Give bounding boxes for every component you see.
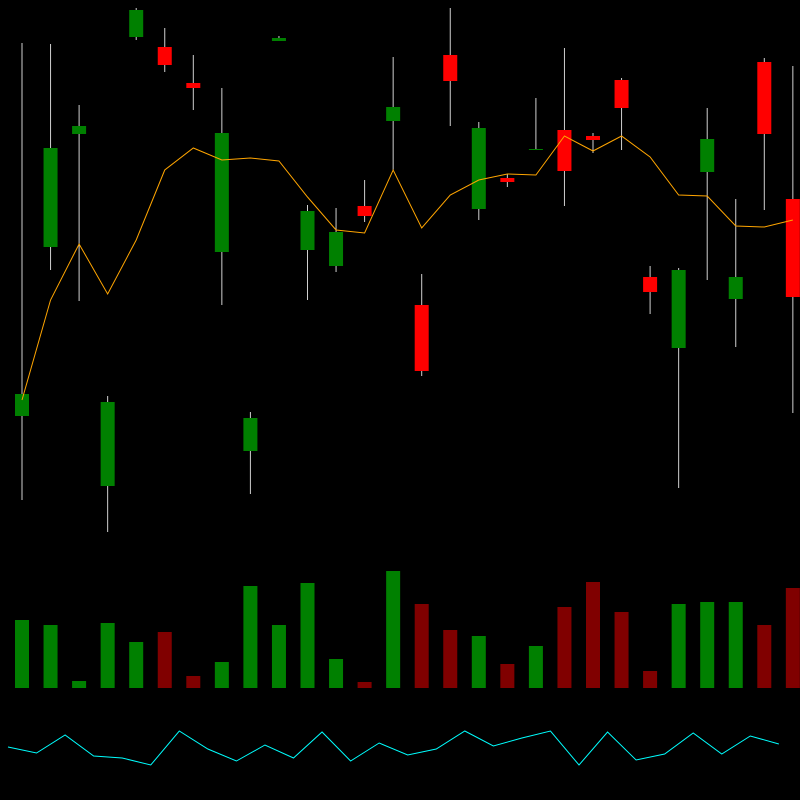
- volume-bar: [15, 620, 29, 688]
- volume-bar: [586, 582, 600, 688]
- volume-bar: [471, 636, 486, 688]
- candle-body: [528, 149, 543, 150]
- candle-body: [414, 305, 429, 371]
- candle-body: [757, 62, 772, 134]
- volume-bar: [557, 607, 572, 688]
- volume-bar: [243, 586, 258, 688]
- candle-body: [728, 277, 743, 299]
- volume-bar: [357, 682, 372, 688]
- candle-body: [186, 83, 201, 88]
- volume-bar: [414, 604, 429, 688]
- candle-body: [785, 199, 800, 297]
- candle-body: [157, 47, 172, 65]
- volume-bar: [643, 671, 658, 688]
- candle-body: [700, 139, 715, 172]
- volume-bar: [72, 681, 87, 688]
- volume-bar: [271, 625, 286, 688]
- candle-body: [329, 232, 344, 266]
- volume-bar: [329, 659, 344, 688]
- candle-body: [357, 206, 372, 216]
- candle-body: [671, 270, 686, 348]
- candle-body: [500, 178, 515, 182]
- volume-bar: [100, 623, 115, 688]
- candle-body: [243, 418, 258, 451]
- volume-bar: [785, 588, 800, 688]
- moving-average: [21, 135, 793, 401]
- candle-body: [100, 402, 115, 486]
- volume-bar: [443, 630, 458, 688]
- indicator-line: [7, 730, 779, 766]
- candle-body: [271, 38, 286, 41]
- volume-bar: [500, 664, 515, 688]
- candle-body: [586, 136, 600, 140]
- volume-bar: [300, 583, 315, 688]
- volume-bar: [186, 676, 201, 688]
- volume-bar: [214, 662, 229, 688]
- candle-body: [15, 394, 29, 416]
- candle-body: [214, 133, 229, 252]
- volume-bar: [700, 602, 715, 688]
- volume-bar: [671, 604, 686, 688]
- candle-body: [43, 148, 58, 247]
- volume-bar: [129, 642, 144, 688]
- candle-body: [443, 55, 458, 81]
- candle-body: [643, 277, 658, 292]
- volume-bar: [157, 632, 172, 688]
- candle-body: [72, 126, 87, 134]
- volume-bar: [43, 625, 58, 688]
- volume-bar: [757, 625, 772, 688]
- volume-bar: [614, 612, 629, 688]
- candle-body: [300, 211, 315, 250]
- volume-bar: [528, 646, 543, 688]
- candle-body: [614, 80, 629, 108]
- candle-body: [129, 10, 144, 37]
- volume-bar: [728, 602, 743, 688]
- candle-body: [386, 107, 401, 121]
- volume-bar: [386, 571, 401, 688]
- candle-body: [471, 128, 486, 209]
